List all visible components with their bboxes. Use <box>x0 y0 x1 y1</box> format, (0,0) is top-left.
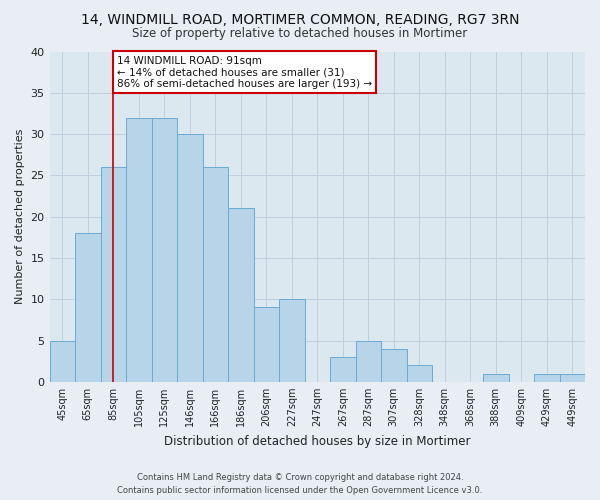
Y-axis label: Number of detached properties: Number of detached properties <box>15 129 25 304</box>
Bar <box>483 374 509 382</box>
Bar <box>279 299 305 382</box>
Bar <box>356 340 381 382</box>
Text: Size of property relative to detached houses in Mortimer: Size of property relative to detached ho… <box>133 28 467 40</box>
Text: 14, WINDMILL ROAD, MORTIMER COMMON, READING, RG7 3RN: 14, WINDMILL ROAD, MORTIMER COMMON, READ… <box>81 12 519 26</box>
Bar <box>560 374 585 382</box>
Bar <box>101 167 126 382</box>
Bar <box>177 134 203 382</box>
X-axis label: Distribution of detached houses by size in Mortimer: Distribution of detached houses by size … <box>164 434 470 448</box>
Bar <box>407 366 432 382</box>
Bar <box>126 118 152 382</box>
Bar <box>254 308 279 382</box>
Bar <box>203 167 228 382</box>
Bar <box>534 374 560 382</box>
Bar <box>152 118 177 382</box>
Text: 14 WINDMILL ROAD: 91sqm
← 14% of detached houses are smaller (31)
86% of semi-de: 14 WINDMILL ROAD: 91sqm ← 14% of detache… <box>117 56 372 89</box>
Bar <box>50 340 75 382</box>
Bar <box>75 233 101 382</box>
Bar <box>228 208 254 382</box>
Bar <box>381 349 407 382</box>
Text: Contains HM Land Registry data © Crown copyright and database right 2024.
Contai: Contains HM Land Registry data © Crown c… <box>118 473 482 495</box>
Bar <box>330 357 356 382</box>
